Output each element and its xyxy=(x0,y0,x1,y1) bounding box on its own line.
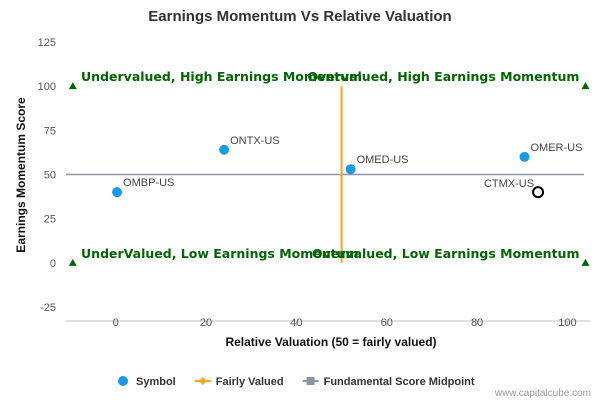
quadrant-label: Overvalued, High Earnings Momentum xyxy=(308,69,580,84)
data-layer: OMBP-US ONTX-US OMED-US OMER-US CTMX-US xyxy=(112,135,583,199)
quadrant-corner-marker xyxy=(68,82,77,90)
x-tick-label: 0 xyxy=(113,317,119,329)
legend-item[interactable]: Symbol xyxy=(118,376,176,388)
credit-text: www.capitalcube.com xyxy=(494,388,591,399)
quadrant-label: Undervalued, High Earnings Momentum xyxy=(81,69,362,84)
y-tick-label: 0 xyxy=(50,258,56,270)
point-label: OMER-US xyxy=(531,142,583,154)
legend-label: Fundamental Score Midpoint xyxy=(324,376,475,388)
legend: Symbol Fairly Valued Fundamental Score Mid… xyxy=(118,376,475,388)
highlight-point-label: CTMX-US xyxy=(484,178,534,190)
point-label: OMBP-US xyxy=(123,177,174,189)
quadrant-corner-marker xyxy=(581,258,590,266)
data-point[interactable] xyxy=(345,164,356,175)
x-axis-title: Relative Valuation (50 = fairly valued) xyxy=(225,335,436,349)
highlight-point[interactable] xyxy=(532,186,545,199)
x-tick-label: 80 xyxy=(471,317,483,329)
y-tick-label: 75 xyxy=(44,125,56,137)
y-axis: -25 0 25 50 75 100 125 xyxy=(38,37,56,314)
point-label: ONTX-US xyxy=(230,135,280,147)
legend-label: Symbol xyxy=(136,376,176,388)
data-point[interactable] xyxy=(219,144,230,155)
data-point[interactable] xyxy=(519,151,530,162)
point-label: OMED-US xyxy=(357,154,409,166)
quadrant-corner-marker xyxy=(68,258,77,266)
quadrant-label: Overvalued, Low Earnings Momentum xyxy=(312,246,579,261)
legend-square-icon xyxy=(306,377,315,385)
y-tick-label: 25 xyxy=(44,214,56,226)
legend-item[interactable]: Fundamental Score Midpoint xyxy=(302,376,475,388)
x-tick-label: 40 xyxy=(290,317,302,329)
x-axis: 0 20 40 60 80 100 xyxy=(66,317,590,329)
data-point[interactable] xyxy=(112,187,123,198)
x-tick-label: 100 xyxy=(558,317,576,329)
legend-diamond-icon xyxy=(198,377,207,385)
quadrant-label: UnderValued, Low Earnings Momentum xyxy=(81,246,359,261)
legend-label: Fairly Valued xyxy=(216,376,284,388)
y-tick-label: -25 xyxy=(40,302,56,314)
plot-area: Undervalued, High Earnings MomentumOverv… xyxy=(66,69,590,266)
legend-dot-icon xyxy=(118,376,128,386)
y-tick-label: 125 xyxy=(38,37,56,49)
y-tick-label: 50 xyxy=(44,170,56,182)
x-tick-label: 20 xyxy=(200,317,212,329)
legend-item[interactable]: Fairly Valued xyxy=(194,376,284,388)
y-tick-label: 100 xyxy=(38,81,56,93)
quadrant-corner-marker xyxy=(581,82,590,90)
y-axis-title: Earnings Momentum Score xyxy=(14,97,28,253)
x-tick-label: 60 xyxy=(381,317,393,329)
chart-title: Earnings Momentum Vs Relative Valuation xyxy=(148,8,451,25)
